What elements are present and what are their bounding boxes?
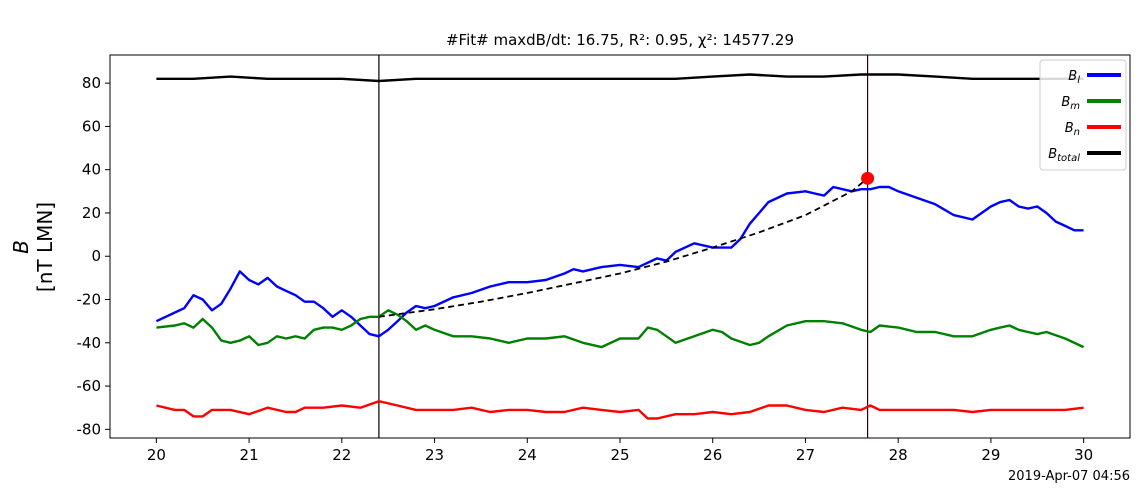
plot-area: [155, 55, 1085, 438]
legend-label-subscript: total: [1057, 153, 1080, 164]
y-tick-label: -20: [77, 291, 102, 309]
y-tick-label: 40: [82, 161, 101, 179]
axes: 20 21 22 23 24 25 26 27 28 29 30 -80 -60 -40 -20 0 20 40 6…: [77, 54, 1131, 464]
series-line-b_n: [156, 400, 1084, 420]
timestamp: 2019-Apr-07 04:56: [1008, 469, 1130, 484]
series-line-b_m: [156, 309, 1085, 349]
y-tick-label: 60: [82, 117, 101, 135]
legend-box: [1039, 59, 1127, 171]
x-tick-label: 20: [147, 446, 166, 464]
plot-frame: [109, 54, 1131, 439]
y-tick-label: -60: [77, 377, 102, 395]
x-tick-label: 28: [889, 446, 908, 464]
series-line-b_l: [155, 185, 1084, 338]
x-tick-label: 27: [796, 446, 815, 464]
y-tick-label: 20: [82, 204, 101, 222]
y-axis-label-symbol: B: [9, 240, 33, 254]
y-tick-label: 0: [91, 247, 101, 265]
x-tick-label: 23: [425, 446, 444, 464]
x-tick-label: 25: [610, 446, 629, 464]
legend-label-subscript: n: [1074, 127, 1080, 138]
y-tick-label: -40: [77, 334, 102, 352]
chart-title: #Fit# maxdB/dt: 16.75, R²: 0.95, χ²: 145…: [446, 31, 794, 49]
x-tick-label: 22: [332, 446, 351, 464]
x-tick-label: 24: [518, 446, 537, 464]
y-tick-label: 80: [82, 74, 101, 92]
legend-label: Bl: [1068, 69, 1080, 86]
fit-peak-marker: [861, 171, 875, 185]
y-tick-label: -80: [77, 420, 102, 438]
x-tick-label: 26: [703, 446, 722, 464]
x-tick-label: 30: [1074, 446, 1093, 464]
fit-curve: [378, 177, 869, 318]
legend-label-subscript: l: [1077, 75, 1080, 86]
series-line-b_total: [156, 73, 1084, 83]
y-axis-label-units: [nT LMN]: [33, 202, 57, 292]
x-tick-label: 29: [981, 446, 1000, 464]
x-tick-label: 21: [240, 446, 259, 464]
legend-label-subscript: m: [1070, 101, 1080, 112]
